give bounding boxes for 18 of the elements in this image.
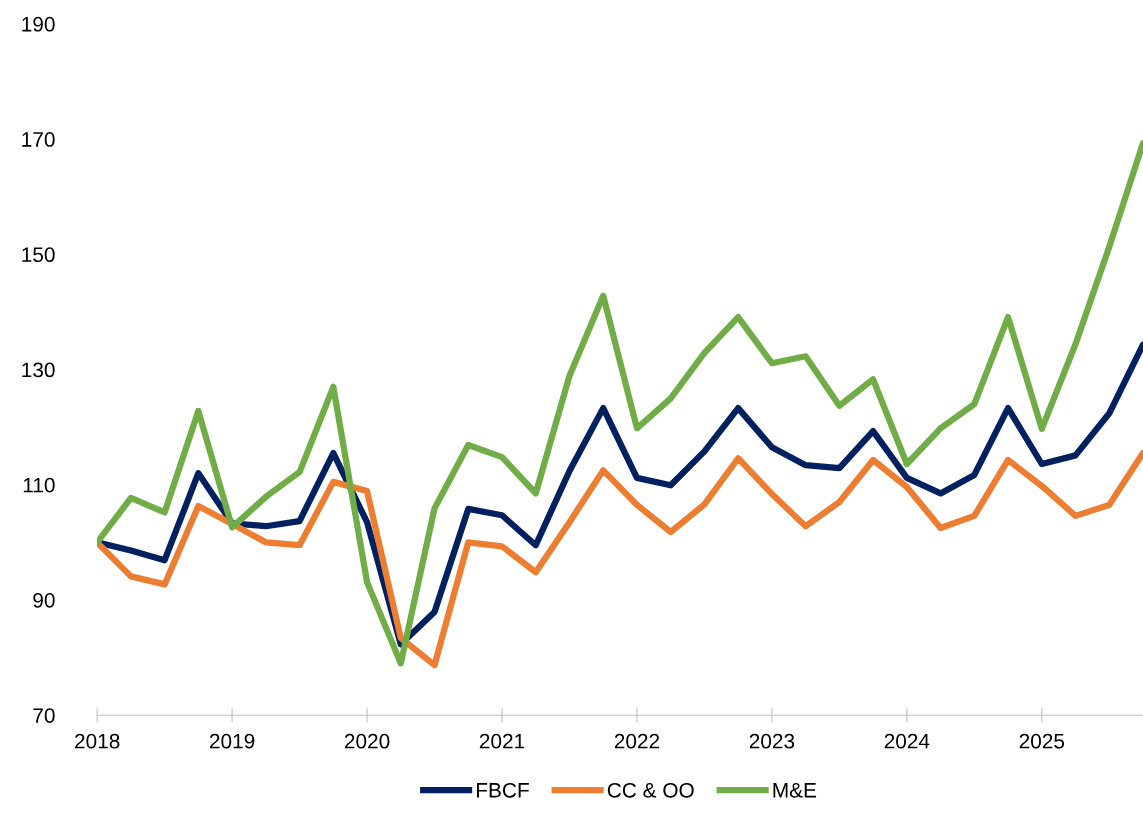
x-tick-label: 2020 [344, 733, 390, 749]
y-tick-label: 130 [22, 362, 55, 378]
x-tick-label: 2025 [1019, 733, 1065, 749]
x-tick-label: 2019 [209, 733, 255, 749]
y-tick-label: 170 [22, 132, 55, 147]
legend-label: CC & OO [607, 782, 694, 798]
legend-label: M&E [773, 783, 817, 798]
y-tick-label: 110 [23, 477, 55, 493]
y-tick-label: 90 [33, 592, 55, 608]
x-tick-label: 2018 [75, 733, 120, 749]
y-tick-label: 150 [22, 247, 55, 263]
x-tick-label: 2024 [884, 733, 930, 749]
x-tick-label: 2021 [479, 733, 525, 749]
x-tick-label: 2022 [614, 733, 660, 749]
x-tick-label: 2023 [749, 733, 795, 749]
legend-label: FBCF [476, 782, 529, 798]
y-tick-label: 70 [33, 708, 55, 723]
y-tick-label: 190 [22, 16, 55, 32]
